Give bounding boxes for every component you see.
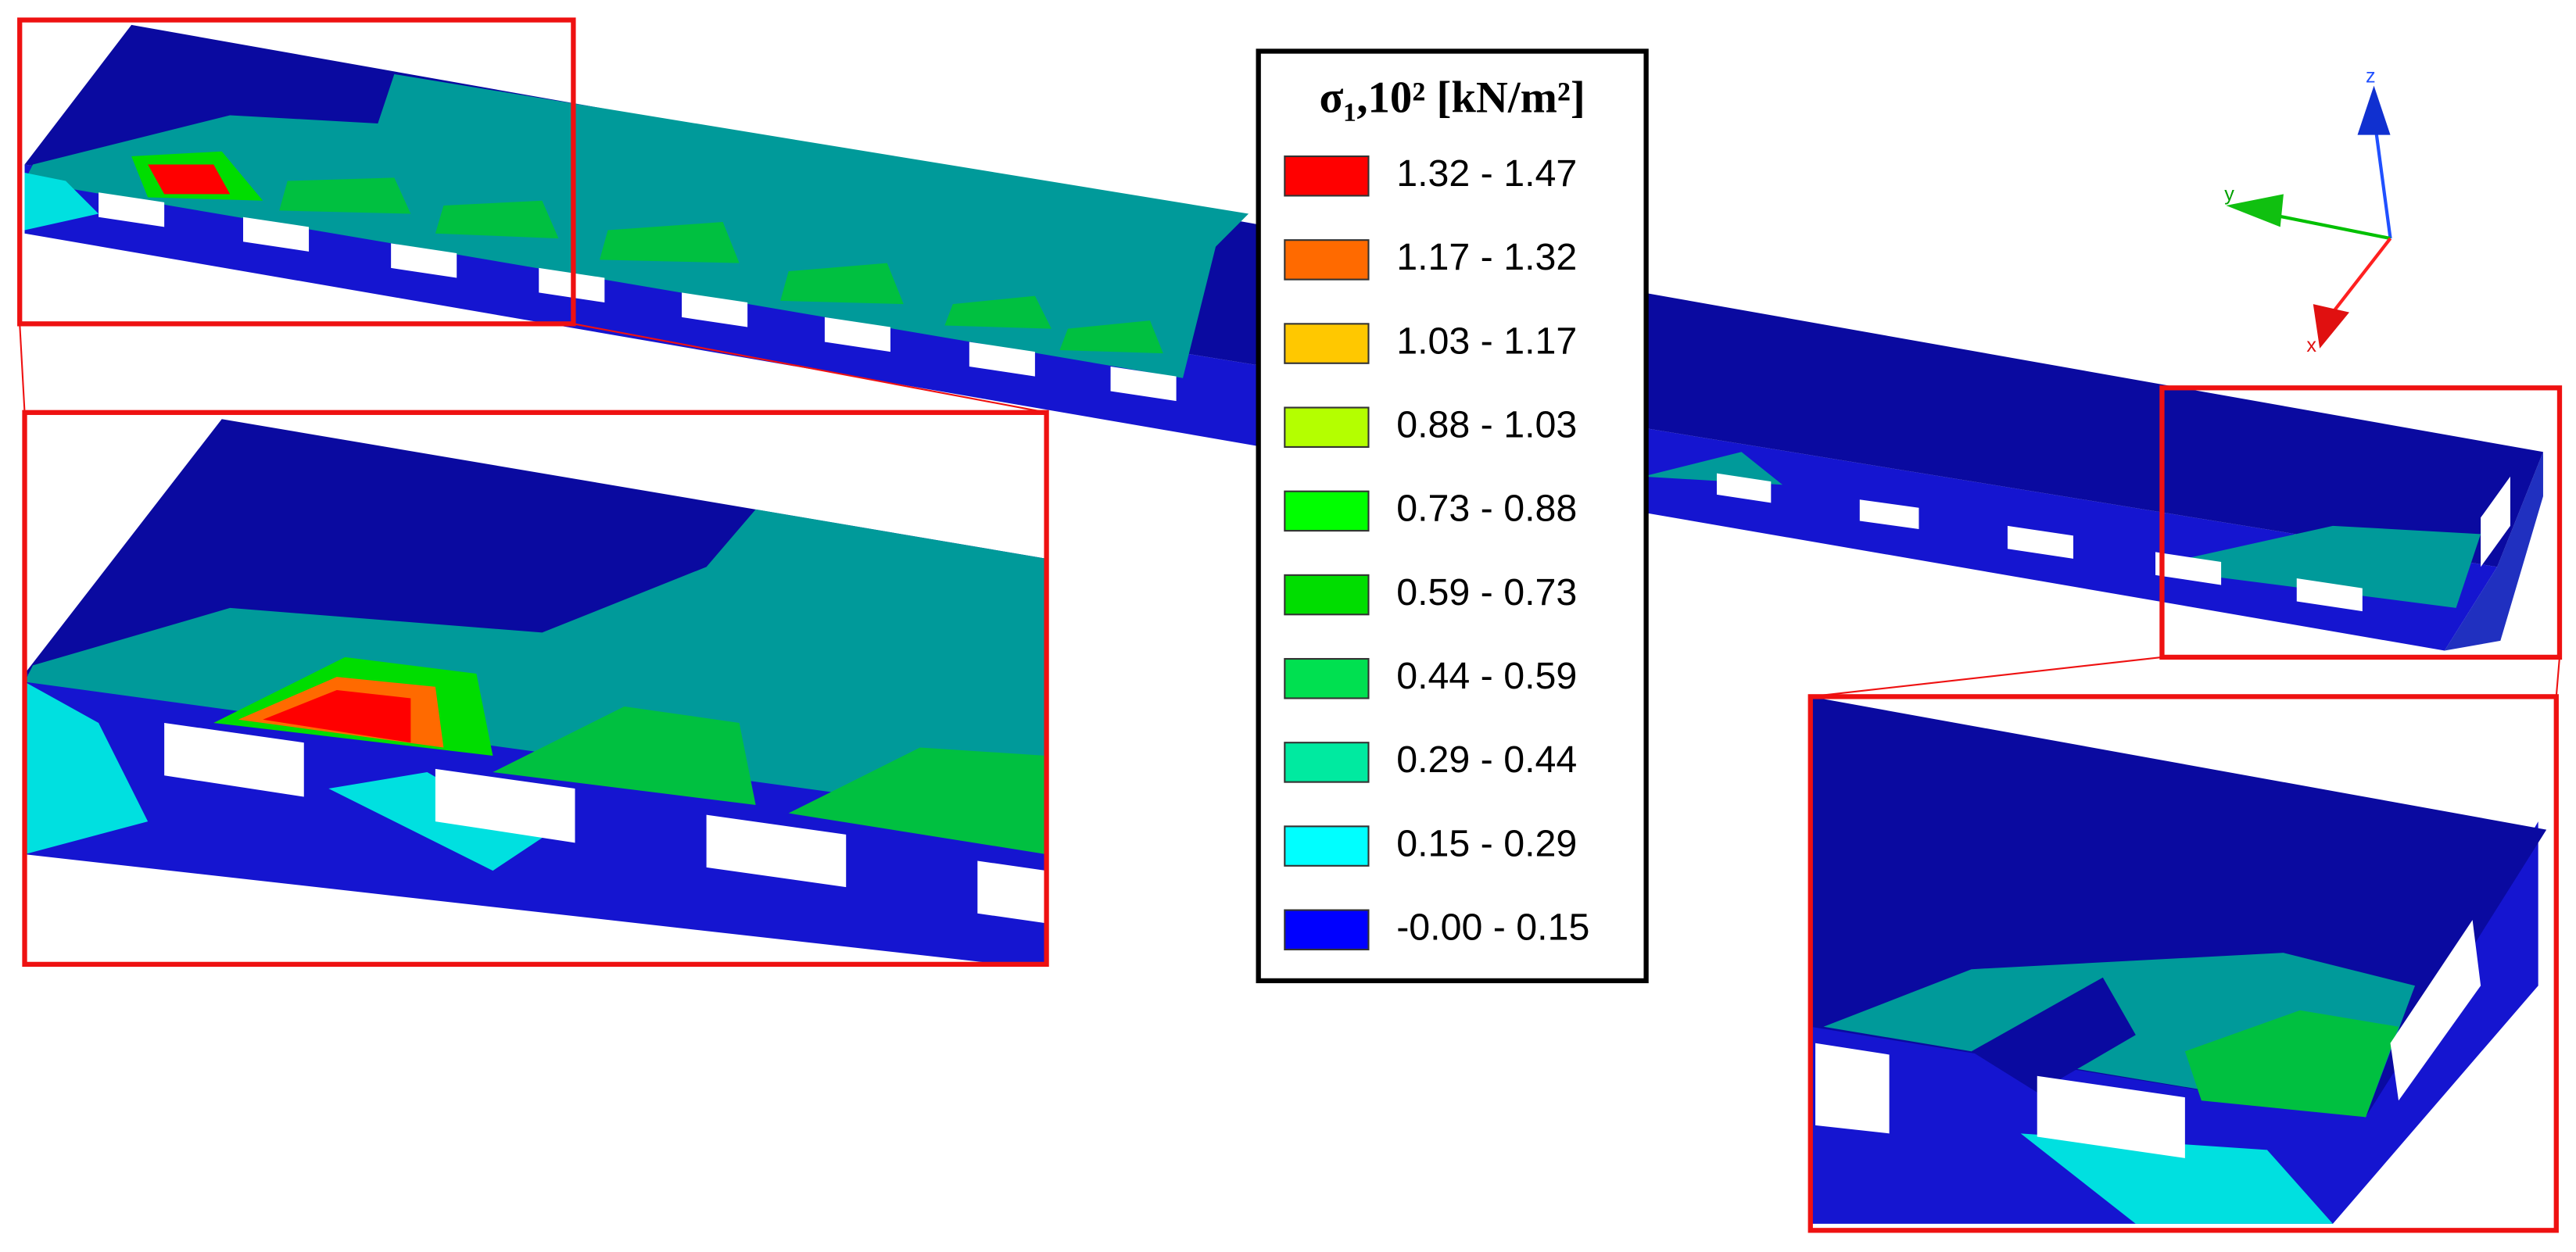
legend-label: 0.59 - 0.73 [1396,571,1577,613]
axis-label: z [2366,65,2376,87]
legend-label: 0.29 - 0.44 [1396,739,1577,781]
axis-label: x [2306,334,2316,356]
legend-label: 0.44 - 0.59 [1396,655,1577,697]
legend-swatch [1284,239,1370,281]
legend-swatch [1284,406,1370,448]
axis-triad: z y x [2224,65,2392,356]
legend: σ₁,10² [kN/m²] 1.32 - 1.47 1.17 - 1.32 1.0… [1256,48,1649,984]
legend-swatch [1284,574,1370,616]
legend-label: 1.32 - 1.47 [1396,152,1577,195]
legend-swatch [1284,323,1370,364]
legend-swatch [1284,155,1370,197]
zoom-right [1810,696,2556,1231]
axis-label: y [2224,184,2234,206]
zoom-frames [17,17,2563,1233]
legend-title: σ₁,10² [kN/m²] [1320,73,1585,123]
legend-label: 1.17 - 1.32 [1396,236,1577,278]
legend-swatch [1284,657,1370,699]
legend-label: -0.00 - 0.15 [1396,907,1589,949]
legend-swatch [1284,490,1370,532]
zoom-left [24,419,1047,964]
legend-label: 0.15 - 0.29 [1396,822,1577,864]
legend-swatch [1284,742,1370,783]
legend-swatch [1284,825,1370,867]
legend-label: 1.03 - 1.17 [1396,320,1577,362]
legend-label: 0.88 - 1.03 [1396,403,1577,445]
legend-label: 0.73 - 0.88 [1396,488,1577,530]
legend-swatch [1284,909,1370,951]
